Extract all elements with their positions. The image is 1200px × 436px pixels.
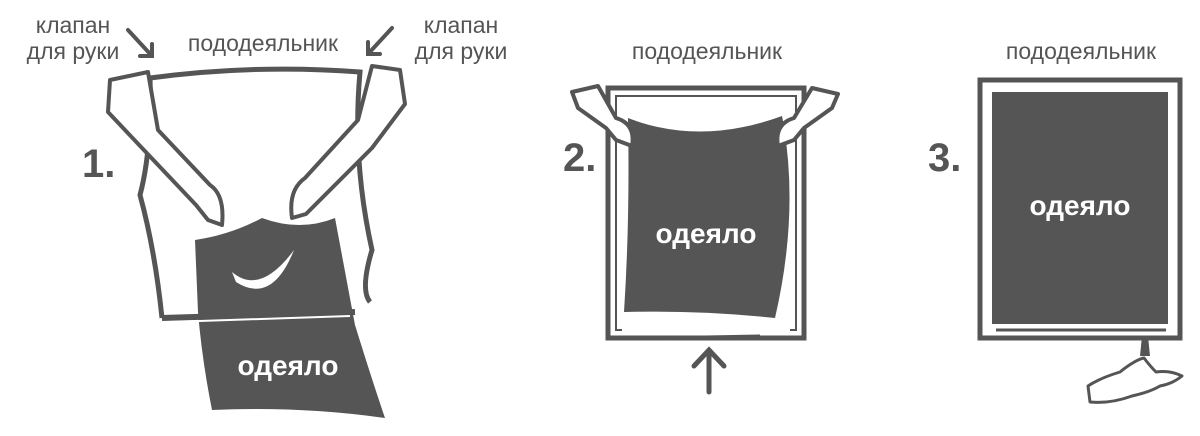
step1-left-arrow — [126, 28, 154, 58]
step1-right-flap-label: клапан для руки — [405, 12, 517, 65]
step3-hand — [1086, 356, 1184, 404]
step1-right-arrow — [366, 26, 394, 56]
step3-illustration — [977, 77, 1184, 404]
step1-left-flap-label: клапан для руки — [18, 12, 128, 65]
step1-duvet-cover-bottom — [161, 309, 356, 321]
step1-right-flap-line1: клапан — [423, 12, 499, 38]
step1-duvet-cover-label: пододеяльник — [187, 30, 339, 56]
step3-duvet-cover-label: пододеяльник — [1005, 38, 1157, 64]
step3-number: 3. — [928, 136, 962, 180]
step3-zipper-pull — [1140, 336, 1150, 356]
step3-blanket-shape — [992, 92, 1168, 324]
step1-blanket-label: одеяло — [237, 350, 339, 381]
step1-number: 1. — [82, 142, 116, 186]
step1-blanket-fold — [232, 250, 294, 289]
step2-right-arm — [775, 86, 840, 148]
step3-blanket-label: одеяло — [1029, 190, 1131, 221]
step2-number: 2. — [563, 136, 597, 180]
step3-duvet-cover — [977, 77, 1183, 341]
step2-blanket-label: одеяло — [655, 218, 757, 249]
step1-left-arm — [106, 70, 225, 227]
step2-blanket-shape — [624, 116, 790, 318]
step2-left-arm — [570, 84, 635, 148]
step1-right-arm — [289, 64, 407, 220]
step1-left-flap-line1: клапан — [35, 12, 111, 38]
step2-illustration — [570, 84, 840, 395]
step2-up-arrow — [691, 346, 727, 395]
step1-left-flap-line2: для руки — [26, 38, 120, 65]
step2-duvet-cover-label: пододеяльник — [631, 38, 783, 64]
step1-illustration — [106, 26, 407, 418]
step1-right-flap-line2: для руки — [414, 38, 508, 65]
